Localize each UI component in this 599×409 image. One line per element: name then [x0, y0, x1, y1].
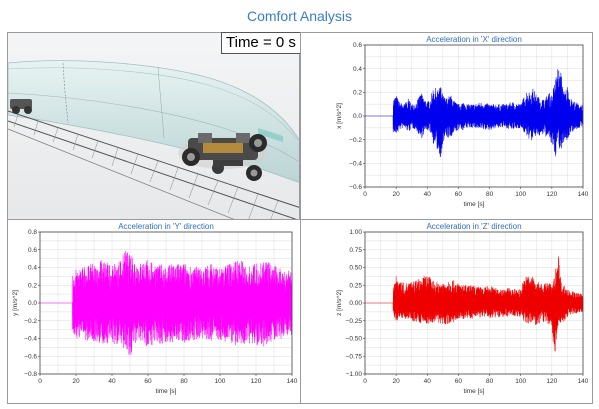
x-tick-label: 80	[486, 191, 494, 198]
chart-accel-z: Acceleration in 'Z' direction 0 20 40 60 80 10…	[336, 222, 589, 395]
x-tick-label: 100	[515, 191, 526, 198]
y-tick-label: 0.6	[353, 42, 362, 49]
x-tick-label: 80	[486, 378, 494, 385]
x-tick-label: 20	[393, 378, 401, 385]
train-bogie-scene	[8, 60, 299, 219]
rear-bogie	[10, 99, 32, 114]
front-bogie	[178, 133, 268, 181]
y-tick-label: −0.25	[346, 318, 363, 325]
track	[8, 110, 299, 208]
x-tick-label: 140	[287, 378, 298, 385]
chart-title: Acceleration in 'Y' direction	[118, 222, 214, 231]
x-tick-label: 60	[144, 378, 152, 385]
y-axis-label: y [m/s^2]	[12, 290, 19, 316]
x-tick-label: 60	[455, 191, 463, 198]
page-title: Comfort Analysis	[246, 8, 353, 24]
x-tick-label: 120	[251, 378, 262, 385]
y-tick-label: 0.75	[349, 247, 362, 254]
x-tick-label: 80	[180, 378, 188, 385]
chart-accel-y: Acceleration in 'Y' direction 0 20 40 60 80 10…	[12, 222, 298, 395]
y-tick-label: −0.4	[24, 336, 37, 343]
x-tick-label: 40	[424, 378, 432, 385]
y-tick-label: 0.2	[28, 282, 37, 289]
y-tick-label: 0.00	[349, 300, 362, 307]
y-tick-label: −0.4	[349, 161, 362, 168]
chart-panel-x: Acceleration in 'X' direction 0 20 40 60 80 10…	[300, 32, 593, 220]
y-tick-label: 0.6	[28, 247, 37, 254]
x-axis-label: time [s]	[156, 388, 177, 395]
y-tick-label: 0.50	[349, 265, 362, 272]
x-tick-label: 140	[578, 191, 589, 198]
y-tick-label: −0.50	[346, 336, 363, 343]
x-axis-label: time [s]	[464, 201, 485, 208]
x-tick-label: 0	[363, 378, 367, 385]
x-tick-label: 100	[515, 378, 526, 385]
y-tick-label: 0.4	[28, 265, 37, 272]
x-tick-label: 120	[546, 378, 557, 385]
simulation-viewport[interactable]	[7, 32, 300, 220]
y-tick-label: 0.8	[28, 229, 37, 236]
train-body	[8, 60, 299, 183]
y-tick-label: −0.2	[24, 318, 37, 325]
chart-title: Acceleration in 'X' direction	[426, 35, 522, 44]
x-tick-label: 60	[455, 378, 463, 385]
x-tick-label: 0	[38, 378, 42, 385]
y-tick-label: 0.25	[349, 282, 362, 289]
y-tick-label: 0.4	[353, 66, 362, 73]
x-tick-label: 40	[108, 378, 116, 385]
y-tick-label: 0.2	[353, 90, 362, 97]
y-tick-label: 1.00	[349, 229, 362, 236]
y-tick-label: 0.0	[28, 300, 37, 307]
x-tick-label: 100	[215, 378, 226, 385]
x-tick-label: 120	[546, 191, 557, 198]
series-line	[40, 251, 293, 355]
chart-title: Acceleration in 'Z' direction	[426, 222, 521, 231]
y-tick-label: −0.6	[349, 184, 362, 191]
y-tick-label: −0.6	[24, 353, 37, 360]
time-display: Time = 0 s	[226, 34, 296, 51]
chart-panel-z: Acceleration in 'Z' direction 0 20 40 60 80 10…	[300, 219, 593, 404]
y-tick-label: −1.00	[346, 371, 363, 378]
y-axis-label: x [m/s^2]	[336, 103, 343, 129]
y-tick-label: −0.75	[346, 353, 363, 360]
series-line	[365, 69, 584, 157]
x-tick-label: 140	[578, 378, 589, 385]
x-tick-label: 20	[393, 191, 401, 198]
x-tick-label: 0	[363, 191, 367, 198]
y-tick-label: −0.2	[349, 137, 362, 144]
y-axis-label: z [m/s^2]	[336, 290, 343, 316]
x-axis-label: time [s]	[464, 388, 485, 395]
y-tick-label: 0.0	[353, 113, 362, 120]
x-tick-label: 20	[72, 378, 80, 385]
y-tick-label: −0.8	[24, 371, 37, 378]
chart-accel-x: Acceleration in 'X' direction 0 20 40 60 80 10…	[336, 35, 589, 208]
x-tick-label: 40	[424, 191, 432, 198]
chart-panel-y: Acceleration in 'Y' direction 0 20 40 60 80 10…	[7, 219, 301, 404]
